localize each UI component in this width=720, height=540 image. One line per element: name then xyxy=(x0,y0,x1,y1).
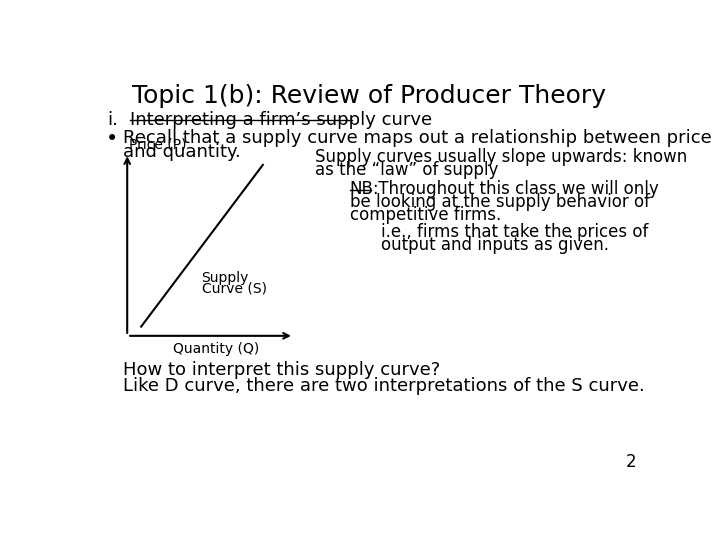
Text: •: • xyxy=(106,130,118,150)
Text: Interpreting a firm’s supply curve: Interpreting a firm’s supply curve xyxy=(130,111,433,129)
Text: be looking at the supply behavior of: be looking at the supply behavior of xyxy=(350,193,649,211)
Text: competitive firms.: competitive firms. xyxy=(350,206,501,225)
Text: i.e., firms that take the prices of: i.e., firms that take the prices of xyxy=(381,222,648,241)
Text: Curve (S): Curve (S) xyxy=(202,282,266,296)
Text: i.: i. xyxy=(107,111,118,129)
Text: Supply curves usually slope upwards: known: Supply curves usually slope upwards: kno… xyxy=(315,148,687,166)
Text: How to interpret this supply curve?: How to interpret this supply curve? xyxy=(122,361,440,379)
Text: Like D curve, there are two interpretations of the S curve.: Like D curve, there are two interpretati… xyxy=(122,377,644,395)
Text: Quantity (Q): Quantity (Q) xyxy=(174,342,259,356)
Text: Supply: Supply xyxy=(202,271,249,285)
Text: output and inputs as given.: output and inputs as given. xyxy=(381,236,608,254)
Text: NB:: NB: xyxy=(350,180,379,198)
Text: 2: 2 xyxy=(626,454,636,471)
Text: Price (P): Price (P) xyxy=(129,137,186,151)
Text: Topic 1(b): Review of Producer Theory: Topic 1(b): Review of Producer Theory xyxy=(132,84,606,108)
Text: Throughout this class we will only: Throughout this class we will only xyxy=(373,180,659,198)
Text: as the “law” of supply: as the “law” of supply xyxy=(315,161,498,179)
Text: Recall that a supply curve maps out a relationship between price: Recall that a supply curve maps out a re… xyxy=(122,130,711,147)
Text: and quantity.: and quantity. xyxy=(122,143,240,161)
